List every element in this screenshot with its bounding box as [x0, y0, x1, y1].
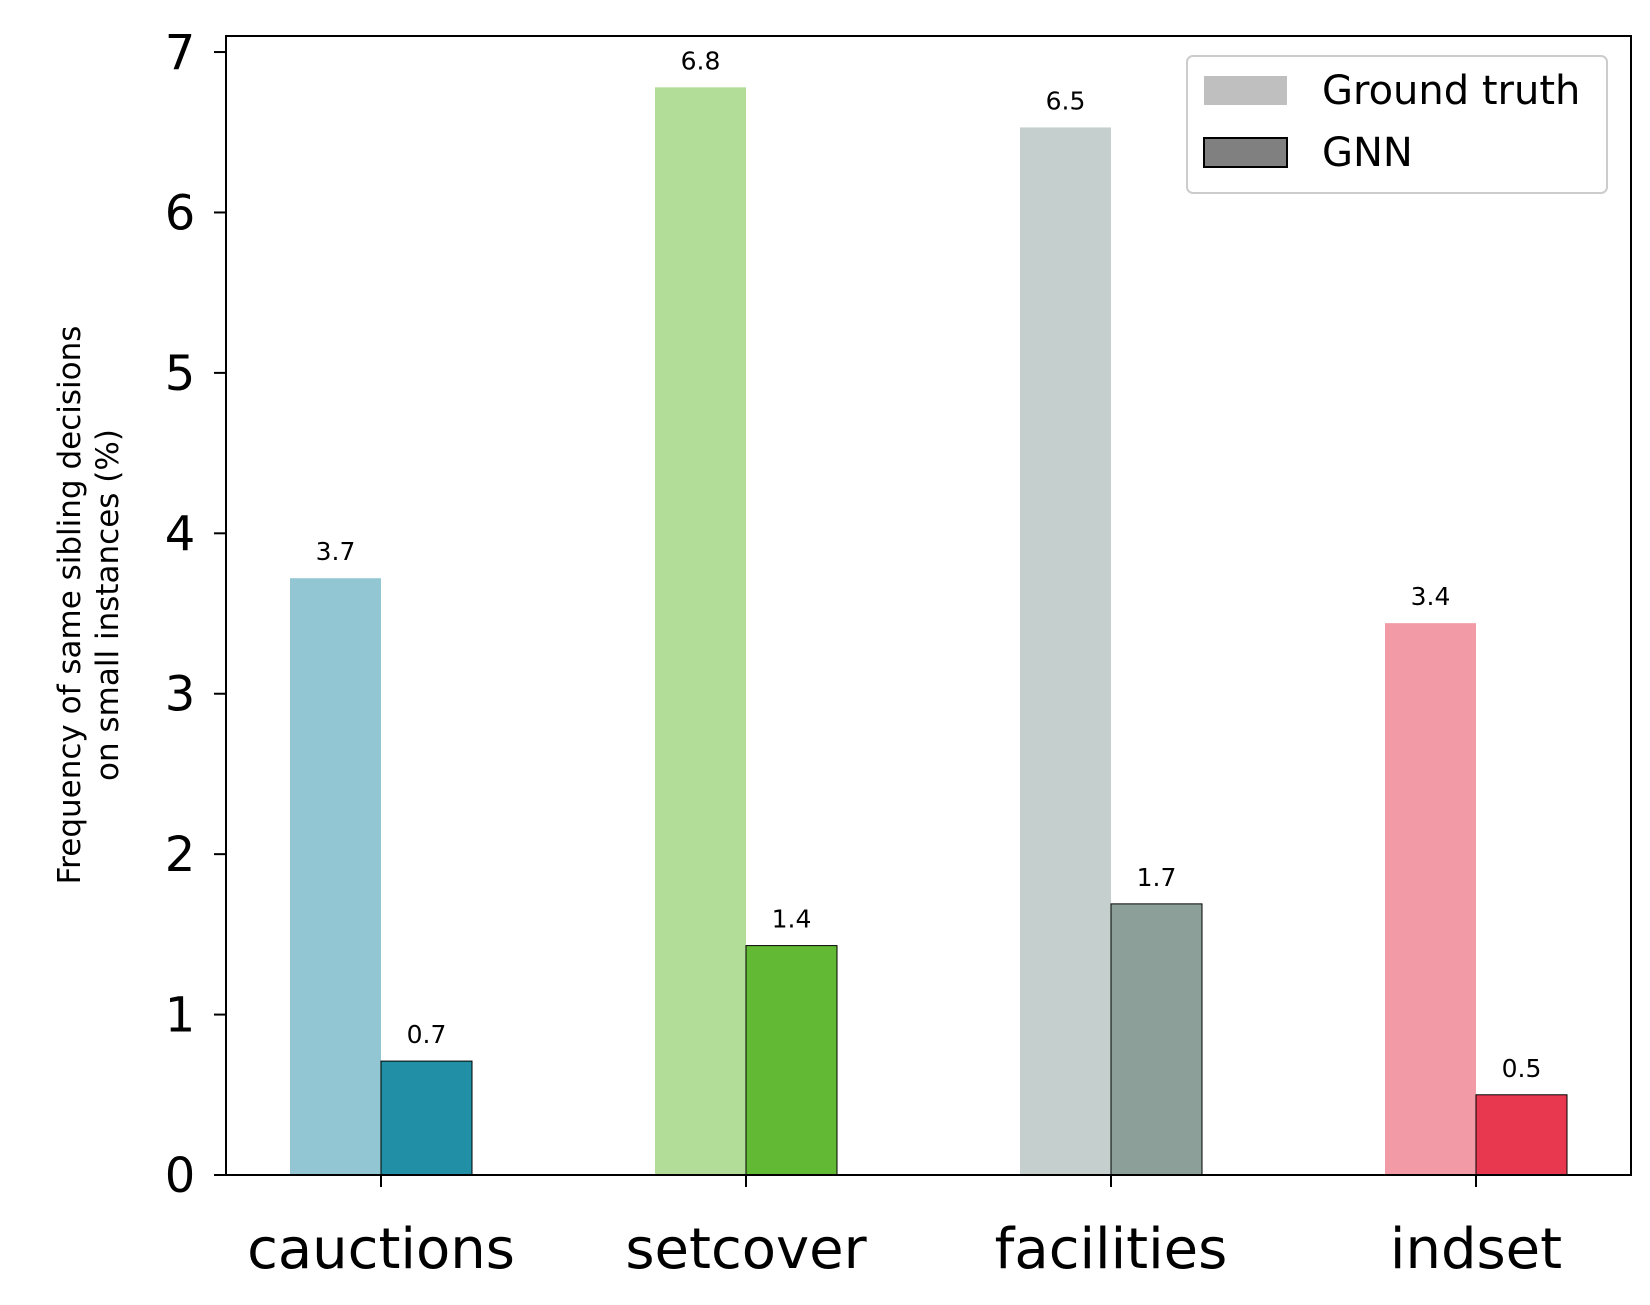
bar-gnn-indset [1475, 1094, 1568, 1176]
y-tick-label-6: 6 [165, 185, 196, 241]
y-tick-label-1: 1 [165, 988, 196, 1044]
y-axis: 0 1 2 3 4 5 6 7 [165, 25, 226, 1204]
bar-ground-truth-indset [1385, 623, 1476, 1175]
data-label-gnn-setcover: 1.4 [772, 905, 812, 934]
x-tick-label-facilities: facilities [995, 1217, 1228, 1282]
data-label-ground-truth-setcover: 6.8 [681, 46, 721, 75]
axes-frame [225, 35, 1632, 1176]
bar-ground-truth-setcover [655, 87, 746, 1176]
y-axis-label-line: Frequency of same sibling decisions [52, 326, 88, 885]
x-tick-label-setcover: setcover [625, 1217, 867, 1282]
data-label-gnn-facilities: 1.7 [1137, 863, 1177, 892]
y-tick-label-5: 5 [165, 346, 196, 402]
legend-swatch-ground-truth [1204, 76, 1287, 105]
bar-gnn-cauctions [380, 1060, 473, 1176]
x-axis: cauctions setcover facilities indset [247, 1175, 1562, 1282]
legend-box [1186, 55, 1608, 194]
bar-gnn-facilities [1110, 903, 1203, 1176]
legend-swatch-gnn [1203, 137, 1288, 168]
y-tick-label-2: 2 [165, 827, 196, 883]
data-label-gnn-cauctions: 0.7 [407, 1020, 447, 1049]
legend-label-gnn: GNN [1322, 130, 1413, 176]
x-tick-label-indset: indset [1390, 1217, 1562, 1282]
y-tick-label-3: 3 [165, 667, 196, 723]
bars-group [290, 87, 1568, 1176]
y-tick-label-0: 0 [165, 1148, 196, 1204]
x-tick-label-cauctions: cauctions [247, 1217, 515, 1282]
bar-gnn-setcover [745, 945, 838, 1176]
data-label-ground-truth-indset: 3.4 [1411, 582, 1451, 611]
y-tick-label-7: 7 [165, 25, 196, 81]
y-tick-label-4: 4 [165, 506, 196, 562]
data-label-ground-truth-facilities: 6.5 [1046, 86, 1086, 115]
data-labels-group: 3.7 0.7 6.8 1.4 6.5 1.7 3.4 0.5 [316, 46, 1542, 1082]
bar-ground-truth-cauctions [290, 578, 381, 1175]
y-axis-label: Frequency of same sibling decisionson sm… [52, 326, 126, 885]
legend-label-ground-truth: Ground truth [1322, 68, 1580, 114]
y-axis-label-line: on small instances (%) [90, 429, 126, 781]
legend: Ground truth GNN [1186, 55, 1608, 194]
bar-ground-truth-facilities [1020, 127, 1111, 1176]
data-label-ground-truth-cauctions: 3.7 [316, 537, 356, 566]
data-label-gnn-indset: 0.5 [1502, 1054, 1542, 1083]
